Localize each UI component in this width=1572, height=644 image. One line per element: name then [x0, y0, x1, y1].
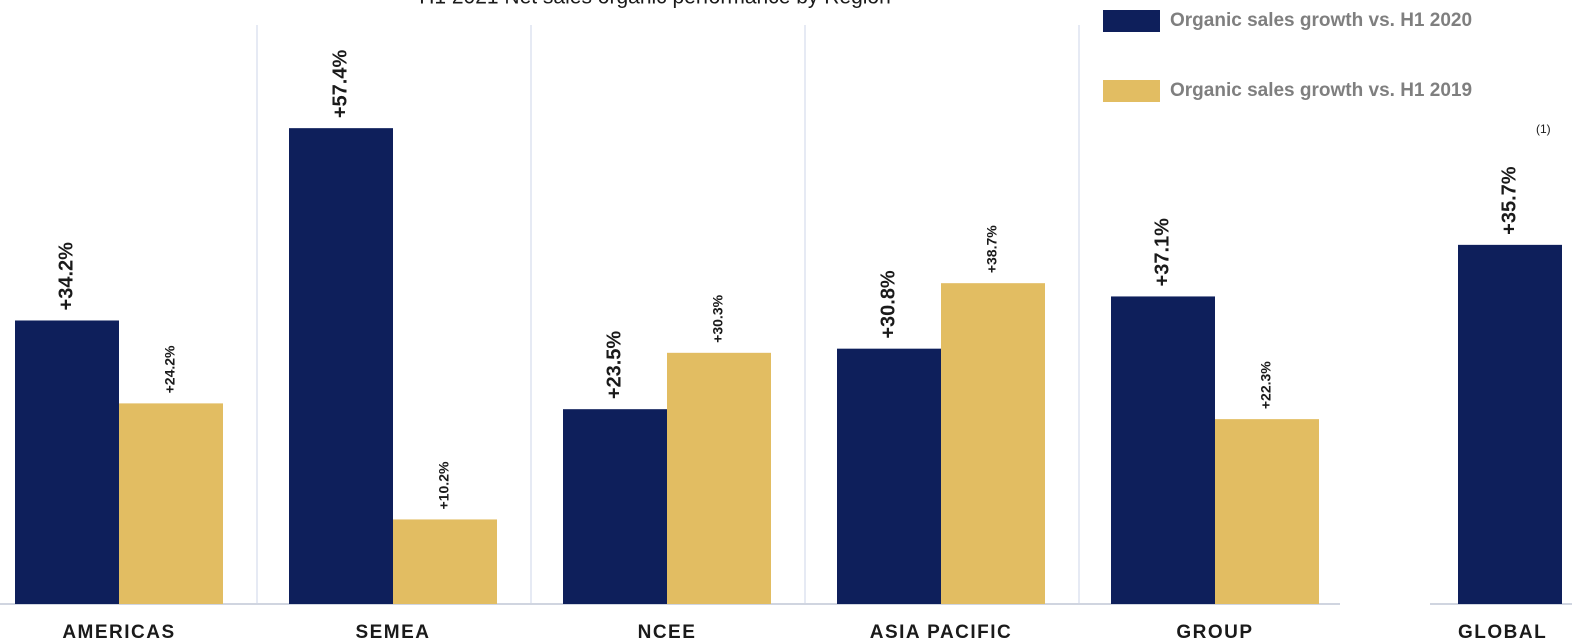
bar: [1111, 296, 1215, 604]
bar: [289, 128, 393, 605]
data-label: +30.8%: [877, 270, 899, 339]
bar: [563, 409, 667, 604]
data-label: +10.2%: [436, 461, 452, 509]
bar: [941, 283, 1045, 604]
data-label: +57.4%: [329, 50, 351, 119]
data-label: +38.7%: [984, 225, 1000, 273]
bar: [119, 403, 223, 604]
legend-swatch: [1103, 10, 1160, 32]
data-label: +24.2%: [162, 345, 178, 393]
bar: [1215, 419, 1319, 604]
bar: [393, 519, 497, 604]
bar: [667, 352, 771, 604]
data-label: +37.1%: [1151, 218, 1173, 287]
x-tick-label: AMERICAS: [62, 622, 175, 643]
legend-label: Organic sales growth vs. H1 2020: [1170, 10, 1472, 31]
bar: [837, 348, 941, 604]
x-tick-label: SEMEA: [355, 622, 430, 643]
chart-title: H1 2021 Net sales organic performance by…: [419, 0, 891, 9]
data-label: +34.2%: [55, 242, 77, 311]
bar: [1458, 244, 1562, 604]
legend-label: Organic sales growth vs. H1 2019: [1170, 80, 1472, 101]
x-tick-label: GROUP: [1176, 622, 1253, 643]
annotation: (1): [1536, 122, 1551, 136]
x-tick-label: NCEE: [638, 622, 697, 643]
bar: [15, 320, 119, 604]
legend-swatch: [1103, 80, 1160, 102]
data-label: +22.3%: [1258, 361, 1274, 409]
data-label: +35.7%: [1498, 166, 1520, 235]
data-label: +30.3%: [710, 294, 726, 342]
x-tick-label: ASIA PACIFIC: [870, 622, 1013, 643]
data-label: +23.5%: [603, 331, 625, 400]
x-tick-label: GLOBAL: [1458, 622, 1547, 643]
